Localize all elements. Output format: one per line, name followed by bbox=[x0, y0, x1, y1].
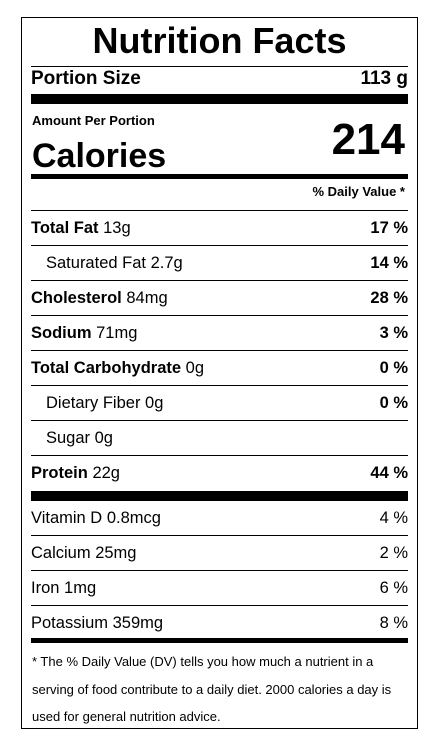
row-divider bbox=[31, 280, 408, 281]
vitamin-daily-value: 2 % bbox=[379, 543, 408, 562]
footnote: * The % Daily Value (DV) tells you how m… bbox=[32, 654, 392, 724]
nutrient-amount: 0g bbox=[185, 358, 204, 377]
nutrient-name: Protein bbox=[31, 463, 88, 482]
vitamin-row: Vitamin D 0.8mcg 4 % bbox=[31, 501, 408, 535]
nutrient-label: Sugar 0g bbox=[31, 429, 113, 448]
nutrient-name: Dietary Fiber bbox=[46, 393, 141, 412]
vitamin-label: Iron 1mg bbox=[31, 579, 96, 598]
thick-divider-vitamins bbox=[31, 491, 408, 501]
nutrient-amount: 2.7g bbox=[150, 253, 183, 272]
nutrient-amount: 0g bbox=[94, 428, 113, 447]
dv-header-divider bbox=[31, 210, 408, 211]
nutrient-daily-value: 3 % bbox=[379, 323, 408, 342]
row-divider bbox=[31, 385, 408, 386]
vitamin-name: Iron bbox=[31, 578, 60, 597]
portion-size-label: Portion Size bbox=[31, 68, 141, 89]
thick-divider-top bbox=[31, 94, 408, 104]
nutrient-label: Dietary Fiber 0g bbox=[31, 394, 163, 413]
label-title: Nutrition Facts bbox=[92, 20, 347, 61]
nutrient-daily-value: 0 % bbox=[379, 393, 408, 412]
row-divider bbox=[31, 535, 408, 536]
nutrient-row: Total Carbohydrate 0g 0 % bbox=[31, 351, 408, 385]
nutrient-row: Dietary Fiber 0g 0 % bbox=[31, 386, 408, 420]
vitamin-amount: 25mg bbox=[95, 543, 137, 562]
row-divider bbox=[31, 350, 408, 351]
vitamin-row: Calcium 25mg 2 % bbox=[31, 536, 408, 570]
calories-value: 214 bbox=[331, 115, 405, 164]
nutrient-amount: 84mg bbox=[126, 288, 168, 307]
nutrient-name: Total Fat bbox=[31, 218, 99, 237]
nutrient-amount: 13g bbox=[103, 218, 131, 237]
vitamin-daily-value: 6 % bbox=[379, 578, 408, 597]
nutrient-daily-value: 14 % bbox=[370, 253, 408, 272]
nutrient-label: Total Carbohydrate 0g bbox=[31, 359, 204, 378]
nutrient-row: Sugar 0g bbox=[31, 421, 408, 455]
vitamin-name: Calcium bbox=[31, 543, 91, 562]
vitamin-name: Potassium bbox=[31, 613, 109, 632]
nutrient-daily-value: 0 % bbox=[379, 358, 408, 377]
vitamin-row: Iron 1mg 6 % bbox=[31, 571, 408, 605]
nutrient-name: Sodium bbox=[31, 323, 92, 342]
nutrition-facts-label: Nutrition Facts Portion Size 113 g Amoun… bbox=[21, 17, 418, 729]
nutrient-row: Protein 22g 44 % bbox=[31, 456, 408, 490]
nutrient-daily-value: 44 % bbox=[370, 463, 408, 482]
row-divider bbox=[31, 315, 408, 316]
vitamin-daily-value: 4 % bbox=[379, 508, 408, 527]
nutrient-daily-value: 17 % bbox=[370, 218, 408, 237]
portion-size-value: 113 g bbox=[360, 68, 408, 89]
nutrient-row: Sodium 71mg 3 % bbox=[31, 316, 408, 350]
vitamin-daily-value: 8 % bbox=[379, 613, 408, 632]
vitamin-label: Vitamin D 0.8mcg bbox=[31, 509, 161, 528]
portion-size-row: Portion Size 113 g bbox=[31, 65, 408, 93]
nutrient-amount: 22g bbox=[92, 463, 120, 482]
nutrient-label: Saturated Fat 2.7g bbox=[31, 254, 183, 273]
calories-label: Calories bbox=[32, 137, 167, 175]
nutrient-name: Sugar bbox=[46, 428, 91, 447]
title-divider bbox=[31, 66, 408, 67]
amount-per-portion-label: Amount Per Portion bbox=[32, 113, 155, 128]
medium-divider-calories bbox=[31, 174, 408, 179]
vitamin-label: Potassium 359mg bbox=[31, 614, 163, 633]
vitamin-amount: 1mg bbox=[64, 578, 97, 597]
nutrient-row: Saturated Fat 2.7g 14 % bbox=[31, 246, 408, 280]
row-divider bbox=[31, 420, 408, 421]
nutrient-row: Total Fat 13g 17 % bbox=[31, 211, 408, 245]
nutrient-amount: 71mg bbox=[96, 323, 138, 342]
nutrient-label: Total Fat 13g bbox=[31, 219, 131, 238]
nutrient-daily-value: 28 % bbox=[370, 288, 408, 307]
nutrient-name: Cholesterol bbox=[31, 288, 122, 307]
vitamin-label: Calcium 25mg bbox=[31, 544, 136, 563]
nutrient-label: Protein 22g bbox=[31, 464, 120, 483]
nutrient-label: Cholesterol 84mg bbox=[31, 289, 168, 308]
vitamin-amount: 0.8mcg bbox=[106, 508, 161, 527]
vitamin-name: Vitamin D bbox=[31, 508, 103, 527]
row-divider bbox=[31, 245, 408, 246]
daily-value-header: % Daily Value * bbox=[312, 184, 406, 199]
medium-divider-footnote bbox=[31, 638, 408, 643]
nutrient-row: Cholesterol 84mg 28 % bbox=[31, 281, 408, 315]
row-divider bbox=[31, 605, 408, 606]
row-divider bbox=[31, 570, 408, 571]
nutrient-name: Saturated Fat bbox=[46, 253, 146, 272]
vitamin-amount: 359mg bbox=[112, 613, 164, 632]
row-divider bbox=[31, 455, 408, 456]
nutrient-label: Sodium 71mg bbox=[31, 324, 137, 343]
vitamin-row: Potassium 359mg 8 % bbox=[31, 606, 408, 640]
nutrient-name: Total Carbohydrate bbox=[31, 358, 182, 377]
nutrient-amount: 0g bbox=[145, 393, 164, 412]
